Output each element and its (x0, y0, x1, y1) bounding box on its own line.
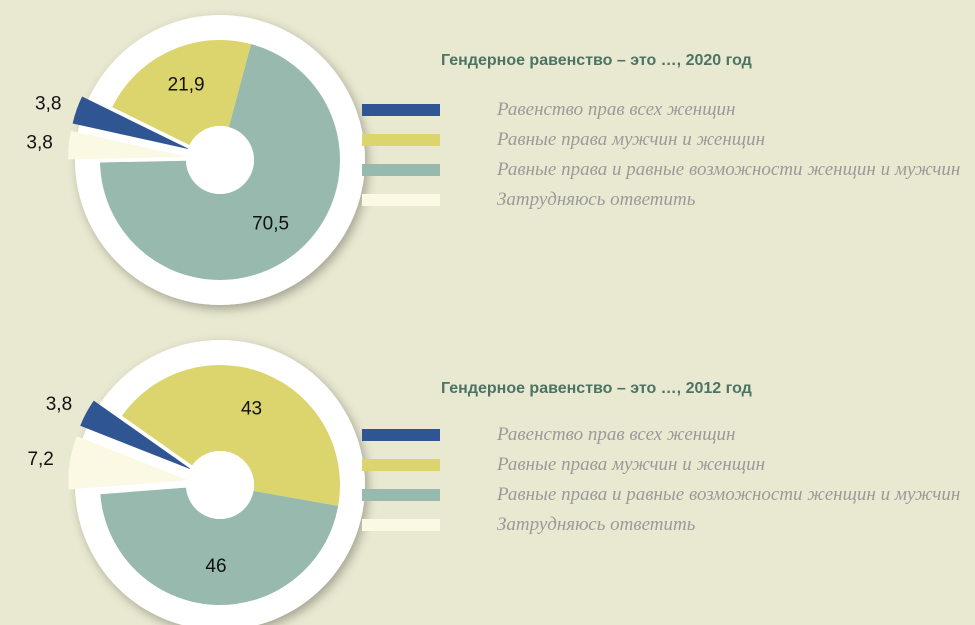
pie-slice (121, 365, 340, 506)
data-label: 21,9 (168, 74, 205, 95)
legend-swatch (362, 459, 440, 471)
data-label: 70,5 (252, 214, 289, 235)
legend-swatch (362, 489, 440, 501)
pie-slice (68, 130, 189, 160)
legend-swatch (362, 104, 440, 116)
pie-slice (100, 44, 341, 281)
legend-swatch (362, 194, 440, 206)
data-label: 3,8 (35, 93, 61, 114)
legend-label: Затрудняюсь ответить (497, 514, 696, 535)
legend-label: Равные права мужчин и женщин (497, 129, 766, 150)
data-label: 3,8 (46, 394, 72, 415)
pie-slice (112, 40, 252, 146)
legend-swatch (362, 164, 440, 176)
data-label: 7,2 (27, 449, 53, 470)
legend-label: Равные права мужчин и женщин (497, 454, 766, 475)
data-label: 3,8 (26, 133, 52, 154)
legend-label: Равенство прав всех женщин (497, 424, 736, 445)
legend-swatch (362, 519, 440, 531)
pie-hole (186, 451, 254, 519)
legend-swatch (362, 429, 440, 441)
legend-label: Равные права и равные возможности женщин… (497, 484, 961, 505)
pie-slice (68, 436, 189, 490)
pie-slice (80, 400, 192, 470)
data-label: 43 (241, 398, 262, 419)
legend-label: Равные права и равные возможности женщин… (497, 159, 961, 180)
chart-title: Гендерное равенство – это …, 2012 год (441, 380, 752, 397)
legend-label: Затрудняюсь ответить (497, 189, 696, 210)
chart-title: Гендерное равенство – это …, 2020 год (441, 52, 752, 69)
pie-slice (100, 487, 339, 606)
legend-swatch (362, 134, 440, 146)
data-label: 46 (205, 556, 226, 577)
pie-slice (72, 96, 190, 150)
legend-label: Равенство прав всех женщин (497, 99, 736, 120)
pie-hole (186, 126, 254, 194)
